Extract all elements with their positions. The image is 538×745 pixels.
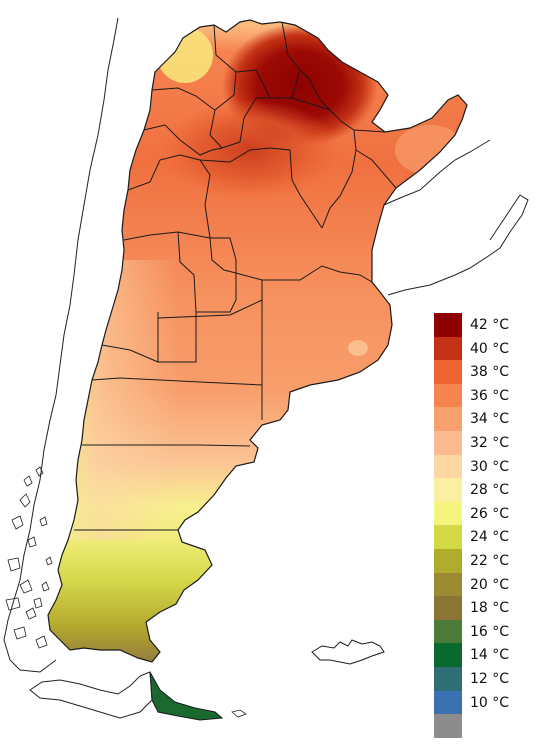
legend-swatch <box>434 619 462 644</box>
legend-item: 16 °C <box>434 619 538 644</box>
falkland-islands <box>311 639 385 665</box>
province-boundaries <box>74 21 397 531</box>
legend-label: 42 °C <box>470 317 510 333</box>
legend-swatch <box>434 690 462 715</box>
legend-label: 22 °C <box>470 553 510 569</box>
legend-item: 14 °C <box>434 643 538 668</box>
legend-label: 20 °C <box>470 576 510 593</box>
chile-islands <box>5 466 53 649</box>
legend-swatch <box>434 667 462 691</box>
uruguay-outline <box>383 139 529 296</box>
legend-label: 28 °C <box>470 482 510 499</box>
legend-swatch <box>434 714 462 739</box>
legend-label: 12 °C <box>470 671 510 687</box>
legend-label: 18 °C <box>470 600 510 617</box>
legend-swatch <box>434 383 462 408</box>
legend-item: 26 °C <box>434 501 538 526</box>
legend-item: 30 °C <box>434 454 538 479</box>
legend-item <box>434 714 538 739</box>
legend-swatch <box>434 572 462 597</box>
legend-swatch <box>434 478 462 503</box>
legend-label: 36 °C <box>470 387 510 404</box>
legend-label: 30 °C <box>470 458 510 475</box>
legend-item: 38 °C <box>434 360 538 385</box>
legend-swatch <box>434 501 462 526</box>
legend-item: 40 °C <box>434 336 538 361</box>
legend-item: 32 °C <box>434 431 538 455</box>
legend-item: 18 °C <box>434 596 538 621</box>
legend-label: 10 °C <box>470 694 510 711</box>
legend-label: 34 °C <box>470 411 510 428</box>
legend-swatch <box>434 549 462 573</box>
legend-item: 24 °C <box>434 525 538 550</box>
legend-item: 22 °C <box>434 549 538 573</box>
legend-label: 40 °C <box>470 340 510 357</box>
legend-item: 36 °C <box>434 383 538 408</box>
legend-swatch <box>434 525 462 550</box>
legend-label: 24 °C <box>470 529 510 546</box>
legend-label: 38 °C <box>470 364 510 381</box>
legend-item: 28 °C <box>434 478 538 503</box>
tierra-del-fuego <box>149 671 224 721</box>
legend-swatch <box>434 643 462 668</box>
legend-swatch <box>434 336 462 361</box>
legend-item: 12 °C <box>434 667 538 691</box>
legend-swatch <box>434 431 462 455</box>
legend-item: 42 °C <box>434 313 538 337</box>
legend-label: 26 °C <box>470 505 510 522</box>
legend-swatch <box>434 454 462 479</box>
legend-label: 16 °C <box>470 623 510 640</box>
chile-coastline <box>3 17 119 673</box>
legend-label: 32 °C <box>470 435 510 451</box>
legend-item: 10 °C <box>434 690 538 715</box>
legend-item: 34 °C <box>434 407 538 432</box>
legend-swatch <box>434 360 462 385</box>
legend-swatch <box>434 407 462 432</box>
legend-swatch <box>434 313 462 337</box>
legend-item: 20 °C <box>434 572 538 597</box>
legend-swatch <box>434 596 462 621</box>
legend-label: 14 °C <box>470 647 510 664</box>
